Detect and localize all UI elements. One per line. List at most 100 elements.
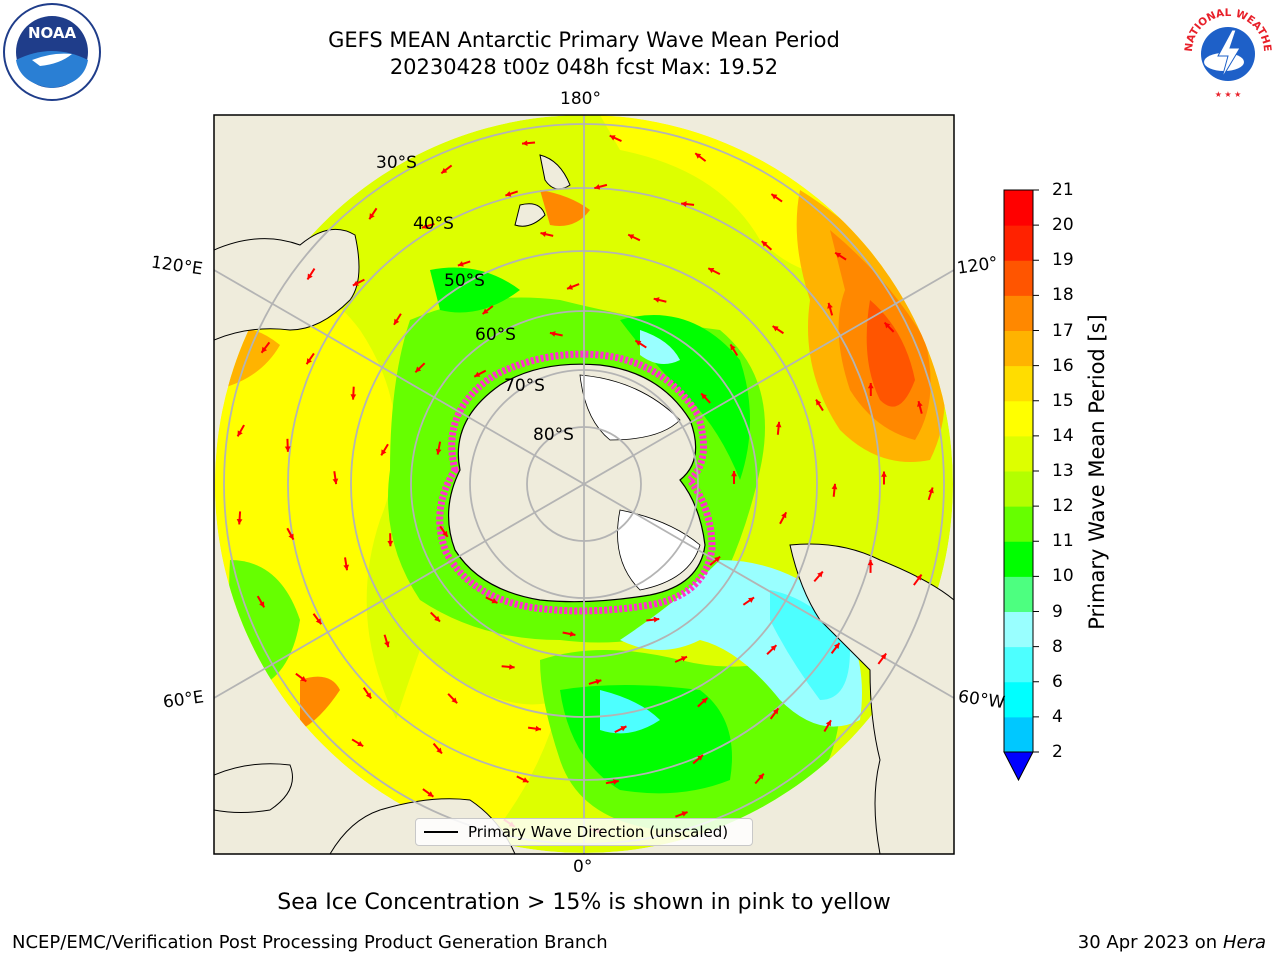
colorbar-swatch <box>1004 190 1033 226</box>
wave-arrow-head <box>441 167 448 174</box>
wave-arrow-head <box>307 273 313 280</box>
wave-arrow-head <box>697 754 704 761</box>
colorbar-tick-label: 13 <box>1052 461 1074 481</box>
wave-arrow-head <box>653 297 660 303</box>
colorbar-swatch <box>1004 681 1033 718</box>
colorbar-tick-label: 19 <box>1052 250 1074 271</box>
wave-arrow-head <box>835 252 842 258</box>
colorbar-tick-label: 14 <box>1052 425 1074 446</box>
lat-label-60s: 60°S <box>475 325 516 345</box>
wave-arrow-head <box>831 483 838 490</box>
wave-arrow-head <box>748 597 755 603</box>
wave-arrow-head <box>522 777 529 783</box>
lat-label-40s: 40°S <box>413 214 454 234</box>
wave-arrow-head <box>609 135 616 141</box>
wave-arrow-head <box>681 201 687 207</box>
wave-arrow-head <box>434 615 441 622</box>
colorbar-swatch <box>1004 576 1033 612</box>
wave-arrow-head <box>393 318 400 325</box>
colorbar-tick-label: 9 <box>1052 601 1063 622</box>
colorbar-swatch <box>1004 506 1033 542</box>
colorbar-tick-label: 18 <box>1052 285 1074 306</box>
wave-arrow-head <box>522 140 528 147</box>
wave-arrow-head <box>761 241 768 247</box>
wave-arrow-head <box>332 478 339 485</box>
wave-arrow-head <box>701 697 708 704</box>
wave-arrow-head <box>635 340 642 346</box>
graticule <box>214 115 954 854</box>
wave-arrow-head <box>917 401 923 407</box>
colorbar-swatch <box>1004 330 1033 367</box>
wave-arrow-head <box>352 280 359 286</box>
wave-arrow-head <box>549 331 556 337</box>
wave-arrow-head <box>825 720 831 727</box>
colorbar-tick-label: 21 <box>1052 180 1074 200</box>
colorbar-swatch <box>1004 260 1033 296</box>
wave-arrow-head <box>758 773 764 780</box>
wave-arrow-head <box>595 678 602 685</box>
footer-date: 30 Apr 2023 on Hera <box>1077 932 1266 953</box>
legend-line-icon <box>424 831 458 833</box>
wave-arrow-head <box>457 261 464 267</box>
colorbar-swatch <box>1004 225 1033 261</box>
wave-arrow-head <box>730 344 736 351</box>
footer-organization: NCEP/EMC/Verification Post Processing Pr… <box>12 932 608 953</box>
wave-arrow-head <box>833 643 840 649</box>
wave-arrow-head <box>714 556 721 563</box>
svg-text:★ ★ ★: ★ ★ ★ <box>1215 90 1242 99</box>
colorbar-swatch <box>1004 400 1033 437</box>
wave-arrow-head <box>928 487 934 494</box>
colorbar-tick-label: 16 <box>1052 355 1074 376</box>
wave-arrow-head <box>613 779 619 785</box>
wave-arrow-head <box>867 383 874 389</box>
colorbar <box>1003 189 1039 782</box>
colorbar-swatch <box>1004 365 1033 402</box>
lat-label-80s: 80°S <box>533 425 574 445</box>
wave-arrow-head <box>695 153 702 159</box>
australia-land <box>214 228 360 341</box>
wave-arrow-head <box>436 747 442 754</box>
legend-label: Primary Wave Direction (unscaled) <box>468 823 729 841</box>
lon-label-top: 180° <box>560 89 601 109</box>
colorbar-swatch <box>1004 646 1033 683</box>
wave-arrow-head <box>284 446 291 452</box>
wave-arrow-head <box>781 512 787 519</box>
colorbar-tick-label: 4 <box>1052 706 1063 727</box>
wave-arrow-head <box>427 791 434 797</box>
map-legend: Primary Wave Direction (unscaled) <box>415 818 753 846</box>
colorbar-tick-label: 17 <box>1052 320 1074 341</box>
wave-arrow-head <box>916 574 922 581</box>
sea-ice-note: Sea Ice Concentration > 15% is shown in … <box>277 890 891 915</box>
wave-arrow-head <box>384 641 390 648</box>
wave-arrow-head <box>772 326 779 332</box>
wave-arrow-head <box>770 645 777 651</box>
colorbar-tick-label: 11 <box>1052 531 1074 552</box>
footer-system: Hera <box>1222 932 1266 953</box>
national-weather-service-logo: NATIONAL WEATHER SERVICE ★ ★ ★ <box>1178 2 1276 100</box>
colorbar-swatch <box>1004 716 1033 753</box>
colorbar-swatch <box>1004 295 1033 331</box>
colorbar-tick-label: 10 <box>1052 566 1074 587</box>
wave-direction-arrows <box>236 134 934 834</box>
colorbar-swatch <box>1004 541 1033 577</box>
colorbar-tick-label: 6 <box>1052 671 1063 692</box>
colorbar-swatch <box>1004 435 1033 472</box>
chart-subtitle: 20230428 t00z 048h fcst Max: 19.52 <box>389 55 779 79</box>
wave-arrow-head <box>880 653 887 660</box>
wave-arrow-head <box>567 284 573 290</box>
wave-arrow-head <box>451 697 458 704</box>
wave-arrow-head <box>535 725 542 732</box>
wave-arrow-head <box>628 234 635 240</box>
wave-arrow-head <box>681 656 687 662</box>
new-zealand-land <box>514 154 571 227</box>
noaa-logo: NOAA <box>3 3 101 101</box>
colorbar-tick-label: 2 <box>1052 742 1063 762</box>
colorbar-swatch <box>1004 611 1033 648</box>
colorbar-tick-label: 20 <box>1052 215 1074 236</box>
sea-ice-edge <box>436 350 716 615</box>
wave-arrow-head <box>817 571 823 578</box>
wave-arrow-head <box>491 598 498 604</box>
wave-arrow-head <box>482 308 489 314</box>
wave-arrow-head <box>540 231 547 238</box>
